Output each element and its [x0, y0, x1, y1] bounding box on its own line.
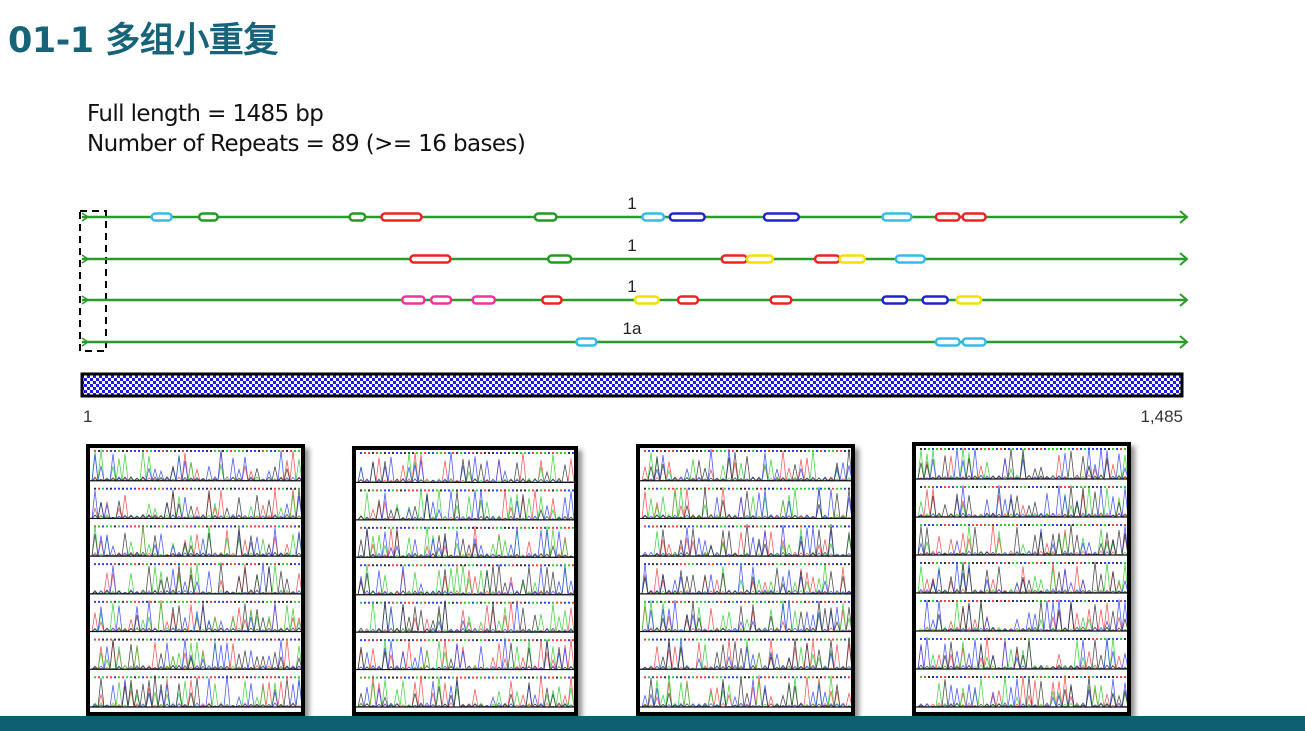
- chromatogram-row: [356, 488, 575, 522]
- repeat-segment-red[interactable]: [409, 254, 452, 264]
- repeat-segment-cyan[interactable]: [881, 212, 913, 222]
- chromatogram-row: [640, 486, 853, 520]
- chromatogram-row: [90, 487, 303, 520]
- chromatogram-row: [640, 637, 853, 671]
- repeat-segment-yellow[interactable]: [955, 295, 983, 305]
- chromatogram-row: [916, 523, 1129, 556]
- chromatogram-row: [916, 636, 1129, 671]
- chromatogram-row: [356, 525, 575, 559]
- chromatogram-panel-2: [352, 446, 578, 716]
- chromatogram-row: [640, 562, 853, 595]
- repeat-track: 1: [81, 194, 1189, 224]
- repeat-track: 1: [81, 236, 1189, 266]
- repeat-segment-blue[interactable]: [921, 295, 950, 305]
- chromatogram-panel-1: [86, 444, 305, 716]
- repeat-segment-cyan[interactable]: [894, 254, 927, 264]
- repeat-segment-red[interactable]: [769, 295, 793, 305]
- sequence-bar: [80, 372, 1184, 398]
- track-start-icon: [81, 212, 90, 222]
- chromatogram-panel-4: [912, 442, 1131, 716]
- chromatogram-row: [356, 600, 575, 634]
- repeat-segment-red[interactable]: [380, 212, 423, 222]
- repeat-segment-cyan[interactable]: [575, 337, 598, 347]
- chromatogram-row: [356, 675, 575, 709]
- slide-title: 01-1 多组小重复: [8, 21, 278, 61]
- chromatogram-row: [916, 485, 1129, 519]
- track-start-icon: [81, 337, 90, 347]
- repeat-segment-yellow[interactable]: [633, 295, 660, 305]
- repeat-segment-cyan[interactable]: [641, 212, 666, 222]
- footer-bar: [0, 716, 1305, 731]
- chromatogram-row: [916, 561, 1129, 595]
- track-label: 1: [627, 236, 636, 255]
- chromatogram-row: [90, 449, 303, 483]
- repeat-segment-green[interactable]: [533, 212, 558, 222]
- repeat-segment-pink[interactable]: [429, 295, 453, 305]
- chromatogram-row: [356, 452, 575, 484]
- chromatogram-row: [640, 524, 853, 558]
- repeat-segment-green[interactable]: [197, 212, 219, 222]
- repeat-segment-yellow[interactable]: [745, 254, 775, 264]
- repeat-map-diagram: 1 1 1 1a 1 1,485: [79, 194, 1189, 426]
- chromatogram-panel-3: [636, 444, 855, 716]
- track-label: 1: [627, 277, 636, 296]
- chromatogram-row: [90, 674, 303, 709]
- repeat-segment-blue[interactable]: [881, 295, 909, 305]
- repeat-segment-red[interactable]: [541, 295, 563, 305]
- chromatogram-row: [640, 448, 853, 482]
- chromatogram-row: [916, 447, 1129, 481]
- repeat-track: 1a: [81, 319, 1189, 349]
- repeat-segment-cyan[interactable]: [961, 337, 987, 347]
- chromatogram-row: [90, 638, 303, 671]
- end-label: 1,485: [1140, 407, 1183, 426]
- repeat-count-text: Number of Repeats = 89 (>= 16 bases): [87, 131, 526, 157]
- chromatogram-row: [90, 524, 303, 558]
- repeat-track: 1: [81, 277, 1189, 307]
- repeat-segment-cyan[interactable]: [150, 212, 173, 222]
- track-label: 1a: [623, 319, 642, 338]
- repeat-segment-blue[interactable]: [762, 212, 801, 222]
- repeat-segment-red[interactable]: [676, 295, 700, 305]
- chromatogram-row: [90, 600, 303, 633]
- full-length-text: Full length = 1485 bp: [87, 101, 324, 127]
- repeat-segment-cyan[interactable]: [934, 337, 961, 347]
- repeat-segment-pink[interactable]: [400, 295, 426, 305]
- chromatogram-row: [916, 599, 1129, 633]
- repeat-segment-red[interactable]: [720, 254, 749, 264]
- arrow-right-icon: [1179, 335, 1189, 349]
- repeat-segment-red[interactable]: [934, 212, 961, 222]
- repeat-segment-yellow[interactable]: [838, 254, 866, 264]
- chromatogram-row: [356, 563, 575, 596]
- arrow-right-icon: [1179, 252, 1189, 266]
- chromatogram-row: [356, 637, 575, 671]
- start-label: 1: [83, 407, 92, 426]
- chromatogram-row: [916, 675, 1129, 709]
- repeat-segment-green[interactable]: [348, 212, 367, 222]
- track-label: 1: [627, 194, 636, 213]
- repeat-segment-red[interactable]: [813, 254, 841, 264]
- repeat-segment-pink[interactable]: [471, 295, 497, 305]
- track-start-icon: [81, 295, 90, 305]
- repeat-segment-green[interactable]: [546, 254, 573, 264]
- arrow-right-icon: [1179, 210, 1189, 224]
- track-start-icon: [81, 254, 90, 264]
- repeat-segment-red[interactable]: [961, 212, 987, 222]
- selection-box: [79, 210, 107, 352]
- chromatogram-row: [640, 599, 853, 633]
- chromatogram-row: [640, 674, 853, 708]
- arrow-right-icon: [1179, 293, 1189, 307]
- chromatogram-row: [90, 562, 303, 595]
- repeat-segment-blue[interactable]: [668, 212, 706, 222]
